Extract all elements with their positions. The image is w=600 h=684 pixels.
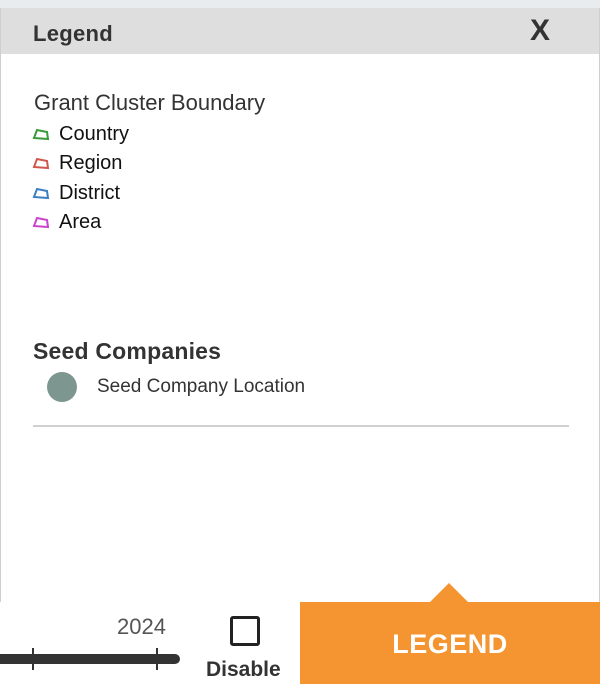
legend-panel-header: Legend X <box>1 8 599 54</box>
timeline-tick <box>32 648 34 670</box>
grant-cluster-title: Grant Cluster Boundary <box>34 90 266 115</box>
disable-label: Disable <box>206 658 281 681</box>
legend-item-country: Country <box>31 121 129 147</box>
legend-divider <box>33 425 569 427</box>
circle-marker-icon <box>47 372 77 402</box>
legend-pointer-arrow <box>430 583 468 602</box>
legend-item-seed-company: Seed Company Location <box>47 372 305 402</box>
timeline-slider[interactable] <box>0 654 180 664</box>
seed-company-label: Seed Company Location <box>97 376 306 397</box>
legend-button[interactable]: LEGEND <box>300 602 600 684</box>
disable-checkbox[interactable] <box>230 616 260 646</box>
seed-companies-title: Seed Companies <box>33 338 222 364</box>
polygon-outline-icon <box>32 216 50 229</box>
polygon-outline-icon <box>32 157 50 170</box>
legend-label-country: Country <box>59 122 130 145</box>
legend-item-region: Region <box>31 150 122 176</box>
legend-item-district: District <box>31 180 120 206</box>
legend-label-region: Region <box>59 151 123 174</box>
close-button[interactable]: X <box>529 14 550 47</box>
map-background-strip <box>0 0 600 8</box>
legend-panel-title: Legend <box>33 21 114 46</box>
legend-item-area: Area <box>31 209 101 235</box>
legend-panel: Legend X Grant Cluster Boundary Country … <box>0 8 600 602</box>
timeline-year-label: 2024 <box>117 614 166 639</box>
timeline-tick <box>156 648 158 670</box>
legend-label-area: Area <box>59 210 102 233</box>
legend-label-district: District <box>59 181 121 204</box>
polygon-outline-icon <box>32 187 50 200</box>
polygon-outline-icon <box>32 128 50 141</box>
bottom-toolbar: 2024 Disable LEGEND <box>0 602 600 684</box>
